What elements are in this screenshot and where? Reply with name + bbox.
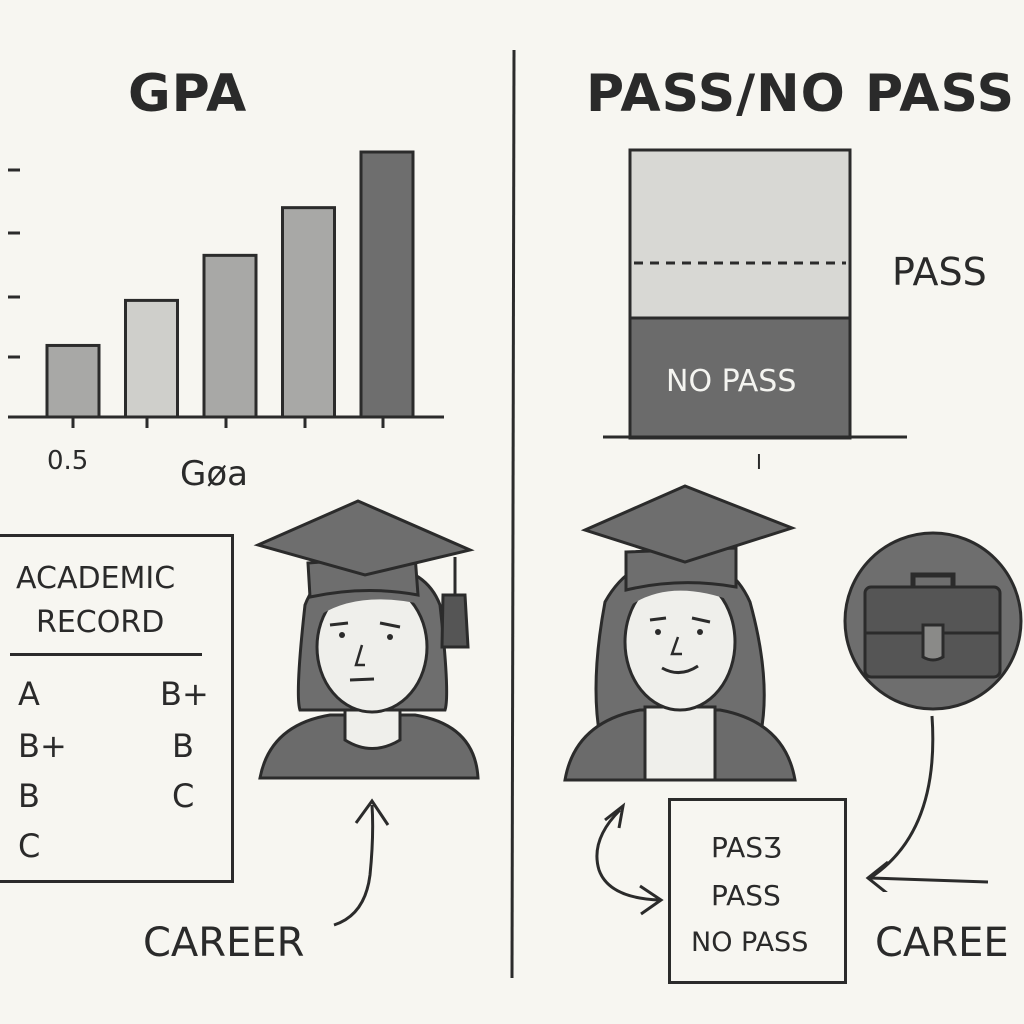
no-pass-segment (628, 316, 852, 440)
no-pass-segment-label: NO PASS (666, 364, 797, 399)
gpa-axis-label: Gøa (180, 454, 248, 494)
gpa-heading: GPA (128, 64, 248, 124)
grade-col2-0: B+ (160, 675, 209, 713)
pass-record-card: PASƷ PASS NO PASS (668, 798, 847, 984)
pass-chart-tick-label: I (756, 450, 762, 474)
gpa-bars (45, 150, 415, 419)
career-label-left: CAREER (143, 920, 305, 966)
record-title-line1: ACADEMIC (16, 561, 176, 596)
gpa-bar (124, 298, 179, 419)
arrow-icon (865, 715, 989, 892)
graduation-cap-icon (580, 484, 797, 592)
arrow-icon (595, 802, 664, 916)
record-divider (10, 653, 202, 656)
pass-no-pass-heading: PASS/NO PASS (586, 64, 1016, 124)
pass-no-pass-chart (603, 148, 907, 440)
graduate-portrait-left (253, 499, 480, 780)
grade-col1-1: B+ (18, 727, 67, 765)
graduate-portrait-right (563, 484, 797, 782)
gpa-tick-label: 0.5 (47, 446, 89, 476)
gpa-bar (45, 343, 101, 419)
grade-col1-2: B (18, 777, 40, 815)
grade-col2-2: C (172, 777, 195, 815)
graduation-cap-icon (253, 499, 475, 649)
gpa-bar (202, 253, 258, 419)
career-label-right: CAREE (875, 920, 1009, 966)
briefcase-circle (843, 531, 1023, 711)
grade-col1-0: A (18, 675, 40, 713)
gpa-bar-chart (8, 150, 444, 428)
card-line-2: NO PASS (691, 927, 809, 958)
gpa-bar (359, 150, 415, 419)
card-line-0: PASƷ (711, 831, 782, 864)
arrow-icon (333, 798, 390, 927)
grade-col2-1: B (172, 727, 194, 765)
pass-segment-label: PASS (892, 250, 987, 294)
card-line-1: PASS (711, 879, 781, 912)
briefcase-icon (863, 572, 1002, 679)
pass-segment (628, 148, 852, 322)
grade-col1-3: C (18, 827, 41, 865)
record-title-line2: RECORD (36, 605, 165, 640)
gpa-bar (281, 206, 336, 419)
academic-record-card: ACADEMIC RECORD A B+ B C B+ B C (0, 534, 234, 883)
